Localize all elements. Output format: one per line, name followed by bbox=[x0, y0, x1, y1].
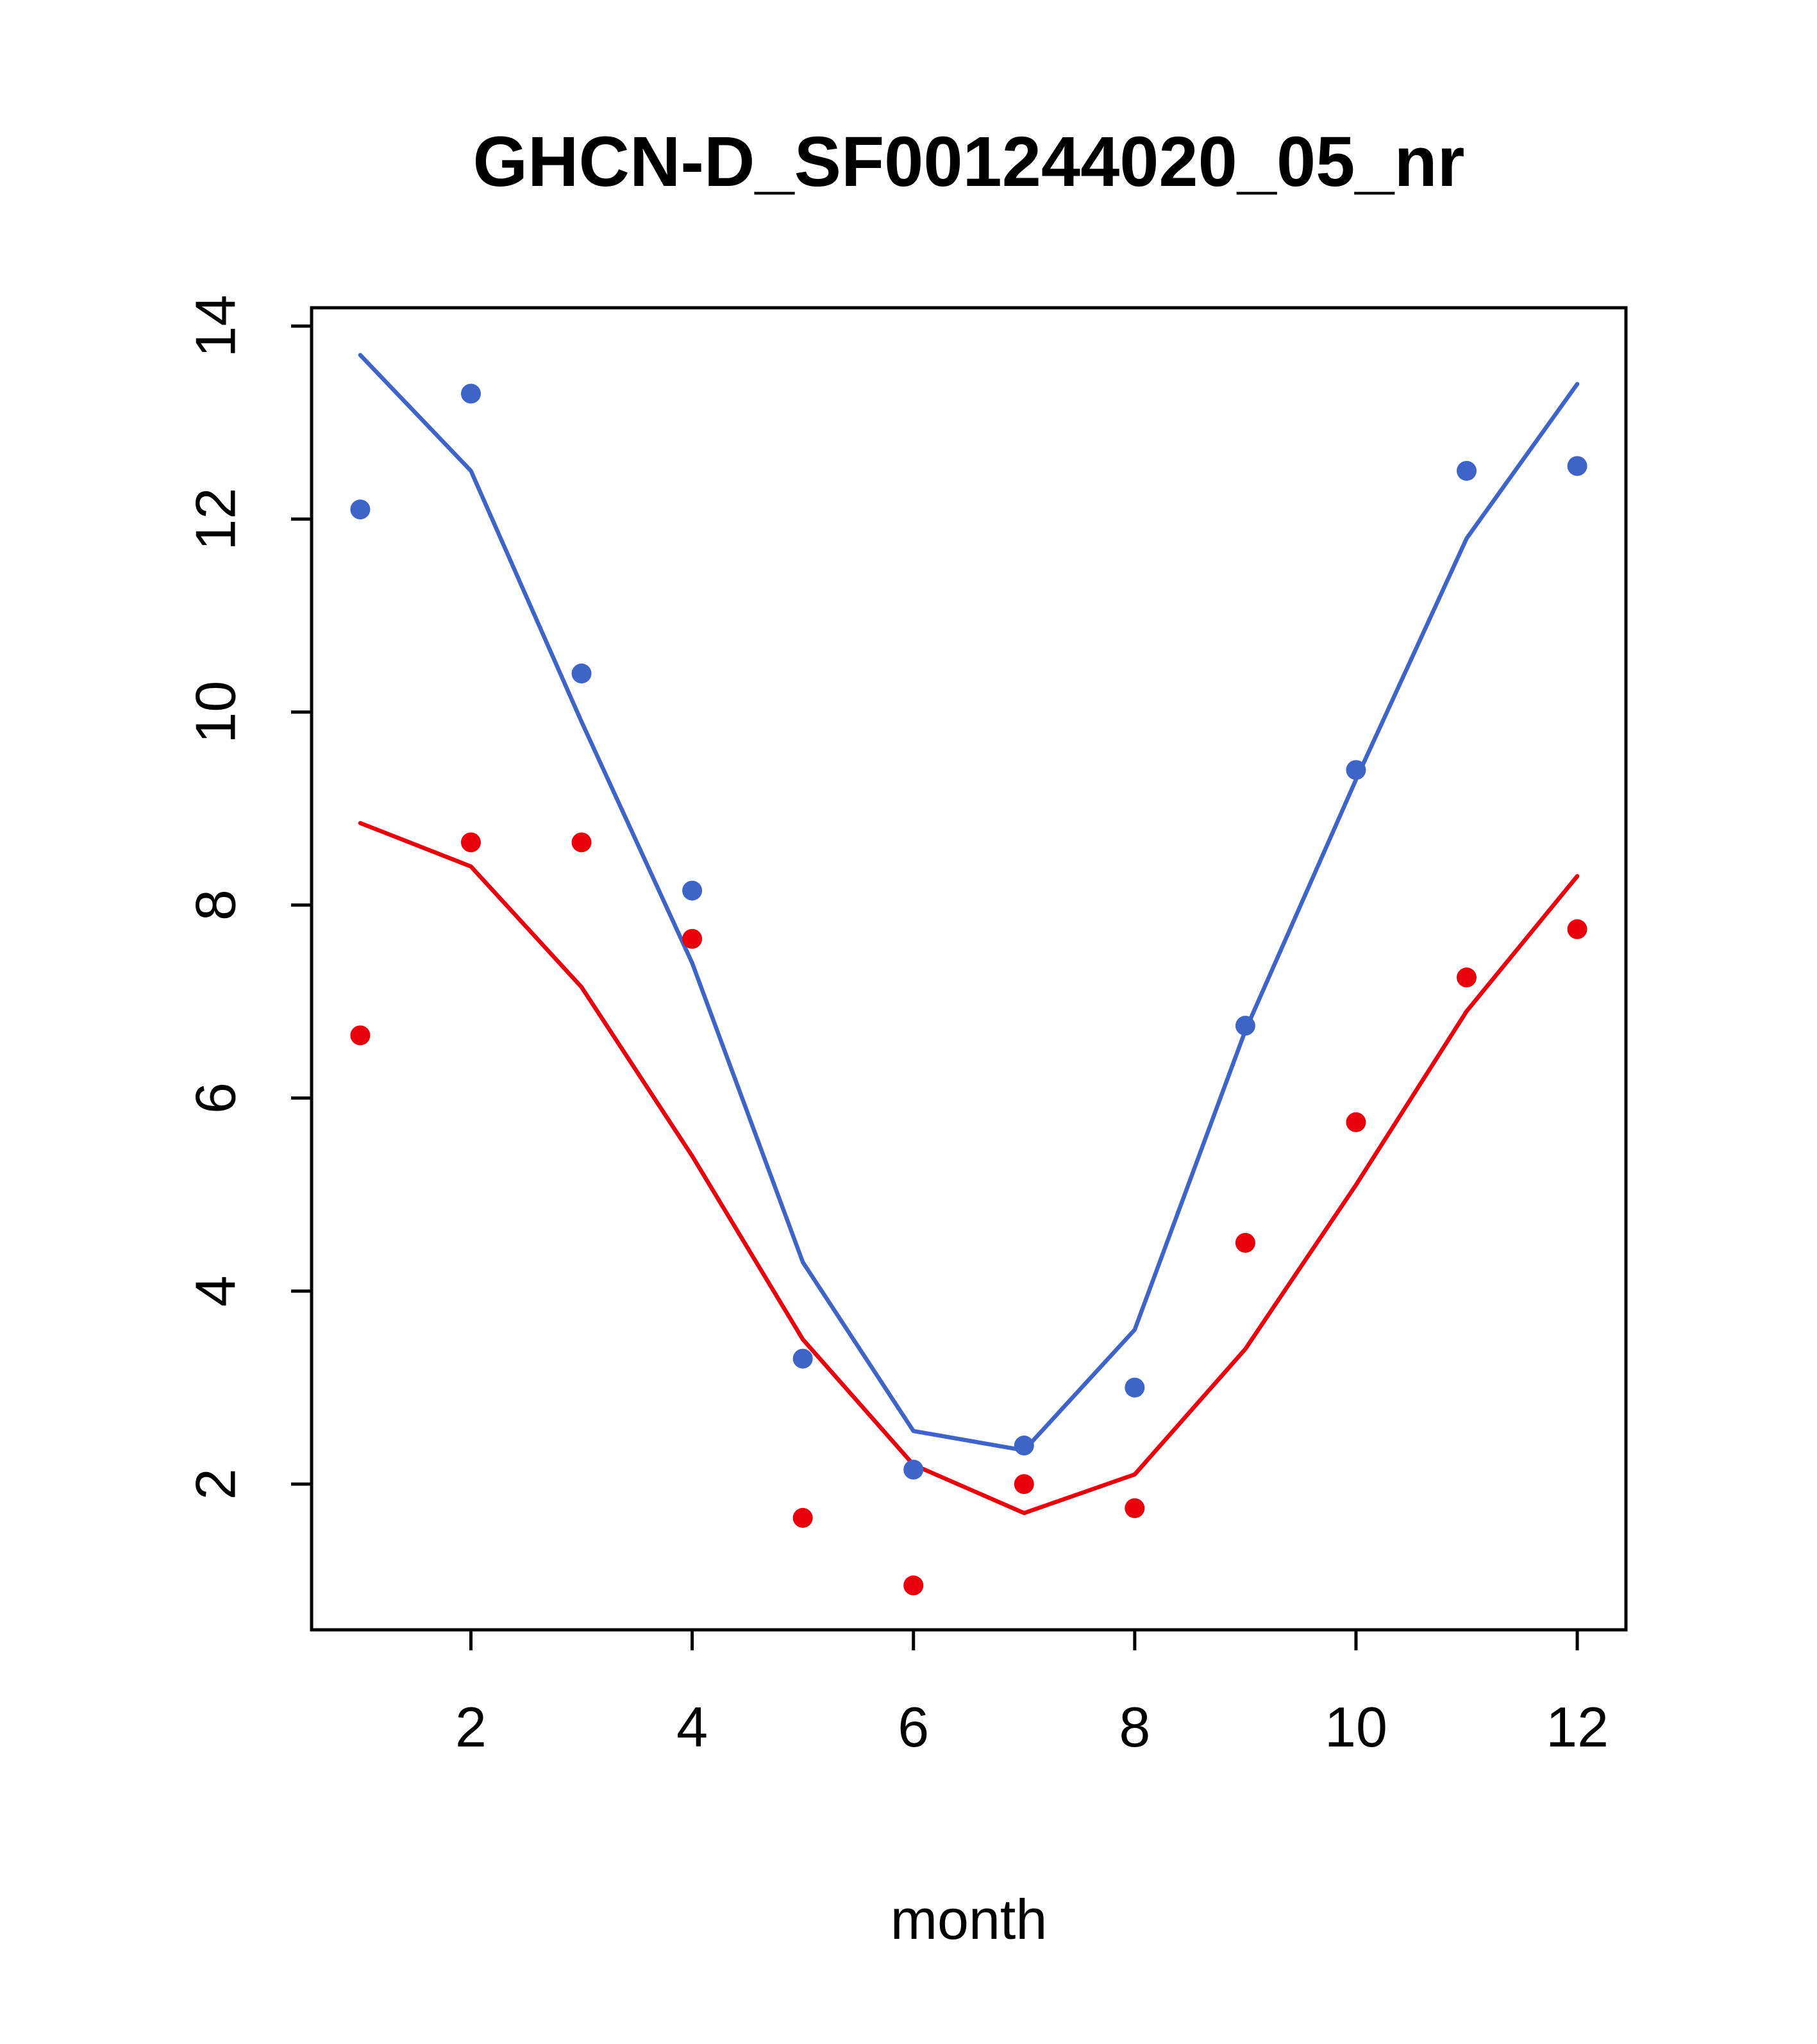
x-tick-label: 2 bbox=[455, 1695, 487, 1759]
red-points-marker bbox=[460, 832, 481, 853]
blue-points-marker bbox=[1235, 1016, 1255, 1036]
blue-points-marker bbox=[1346, 760, 1366, 780]
blue-points-marker bbox=[1014, 1436, 1034, 1456]
chart-title: GHCN-D_SF001244020_05_nr bbox=[473, 122, 1465, 201]
y-tick-label: 14 bbox=[184, 295, 247, 358]
y-tick-label: 2 bbox=[184, 1468, 247, 1500]
red-points-marker bbox=[792, 1507, 813, 1528]
red-points-marker bbox=[1457, 968, 1477, 988]
x-tick-label: 4 bbox=[676, 1695, 708, 1759]
blue-line bbox=[358, 353, 1580, 1453]
plot-box bbox=[310, 306, 1628, 1632]
y-tick-label: 6 bbox=[184, 1082, 247, 1114]
red-points-marker bbox=[571, 832, 592, 853]
x-tick-label: 6 bbox=[898, 1695, 929, 1759]
red-points-marker bbox=[1346, 1112, 1366, 1132]
red-points-marker bbox=[1125, 1498, 1145, 1518]
y-tick-label: 4 bbox=[184, 1275, 247, 1307]
plot-area: 2 4 6 8 10 12 2 4 6 8 10 12 14 bbox=[184, 295, 1628, 1759]
blue-points-marker bbox=[682, 880, 703, 901]
blue-points-marker bbox=[1125, 1377, 1145, 1398]
blue-points-marker bbox=[1457, 460, 1477, 481]
x-tick-label: 8 bbox=[1119, 1695, 1150, 1759]
y-tick-label: 10 bbox=[184, 681, 247, 744]
red-points-marker bbox=[903, 1575, 924, 1596]
x-tick-label: 12 bbox=[1546, 1695, 1609, 1759]
red-points-marker bbox=[350, 1025, 371, 1046]
red-line bbox=[358, 821, 1580, 1516]
y-tick-label: 12 bbox=[184, 488, 247, 551]
blue-points-marker bbox=[1567, 456, 1587, 476]
red-points-marker bbox=[1235, 1232, 1255, 1253]
blue-points-marker bbox=[571, 663, 592, 683]
red-points-marker bbox=[1014, 1474, 1034, 1495]
red-points-marker bbox=[1567, 919, 1587, 939]
blue-points-marker bbox=[903, 1459, 924, 1480]
blue-points-marker bbox=[460, 383, 481, 404]
x-tick-label: 10 bbox=[1325, 1695, 1387, 1759]
blue-points-marker bbox=[350, 499, 371, 520]
y-tick-label: 8 bbox=[184, 889, 247, 921]
x-axis-label: month bbox=[891, 1888, 1048, 1951]
blue-points-marker bbox=[792, 1348, 813, 1369]
red-points-marker bbox=[682, 928, 703, 949]
